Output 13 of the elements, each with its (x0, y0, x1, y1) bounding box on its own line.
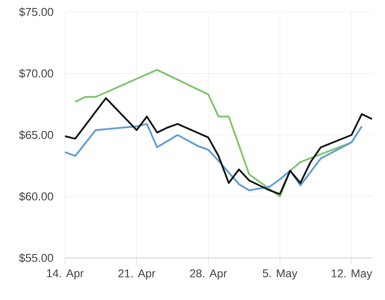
y-tick-label: $65.00 (19, 130, 54, 140)
y-tick-label: $70.00 (19, 68, 54, 78)
line-series (64, 123, 363, 192)
x-tick-label: 28. Apr (190, 269, 227, 280)
x-tick-label: 14. Apr (47, 269, 84, 280)
x-tick-label: 5. May (262, 269, 298, 280)
x-tick-label: 21. Apr (118, 269, 156, 280)
y-tick-label: $60.00 (19, 192, 54, 202)
line-series (64, 97, 373, 195)
y-tick-label: $75.00 (19, 7, 54, 17)
line-series (74, 68, 352, 198)
y-tick-label: $55.00 (19, 253, 54, 263)
x-tick-label: 12. May (332, 269, 372, 280)
